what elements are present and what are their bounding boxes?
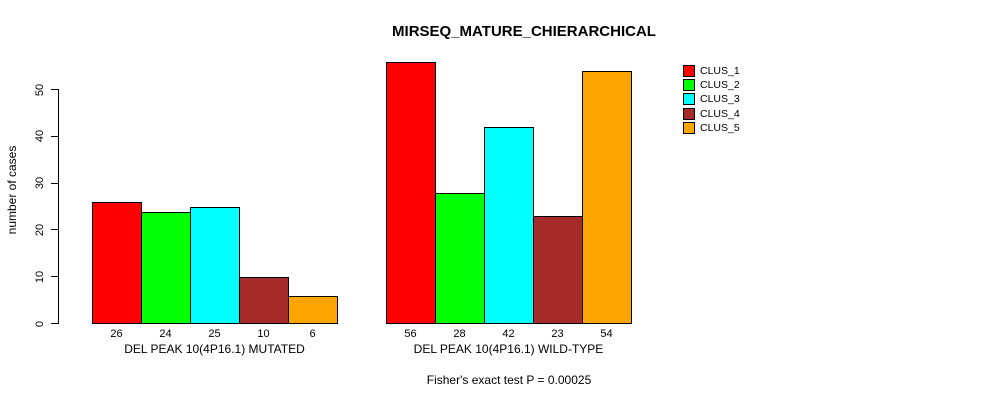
y-tick-mark bbox=[51, 182, 58, 184]
bar-clus_4-group1 bbox=[239, 277, 289, 324]
y-tick-label: 50 bbox=[34, 83, 46, 96]
bar-clus_1-group1 bbox=[92, 202, 142, 324]
bar-clus_2-group2 bbox=[435, 193, 485, 324]
bar-clus_3-group1 bbox=[190, 207, 240, 324]
bar-clus_5-group1 bbox=[288, 296, 338, 324]
stats-caption: Fisher's exact test P = 0.00025 bbox=[426, 373, 592, 387]
legend-swatch-clus_4 bbox=[683, 107, 695, 120]
bar-value-label: 26 bbox=[110, 328, 123, 340]
legend-swatch-clus_2 bbox=[683, 79, 695, 92]
legend-swatch-clus_5 bbox=[683, 121, 695, 134]
y-tick-label: 30 bbox=[34, 176, 46, 190]
chart-title: MIRSEQ_MATURE_CHIERARCHICAL bbox=[392, 23, 656, 40]
y-tick-label: 0 bbox=[34, 320, 46, 327]
legend-label-clus_2: CLUS_2 bbox=[700, 79, 740, 92]
bar-value-label: 10 bbox=[257, 328, 270, 340]
y-tick-label: 40 bbox=[34, 130, 46, 143]
y-axis-title: number of cases bbox=[5, 145, 19, 235]
y-tick-mark bbox=[51, 323, 58, 324]
legend-swatch-clus_1 bbox=[683, 65, 695, 77]
bar-value-label: 6 bbox=[309, 328, 316, 340]
bar-clus_5-group2 bbox=[582, 71, 632, 324]
bar-value-label: 54 bbox=[600, 328, 613, 340]
bar-clus_4-group2 bbox=[533, 216, 583, 324]
bar-value-label: 42 bbox=[502, 328, 515, 340]
bar-clus_2-group1 bbox=[141, 212, 191, 324]
bar-value-label: 24 bbox=[159, 328, 172, 340]
legend-label-clus_3: CLUS_3 bbox=[700, 93, 740, 106]
legend-label-clus_5: CLUS_5 bbox=[700, 121, 740, 134]
bar-value-label: 23 bbox=[551, 328, 564, 340]
y-tick-mark bbox=[51, 89, 58, 90]
legend-label-clus_4: CLUS_4 bbox=[700, 107, 740, 120]
y-tick-mark bbox=[51, 276, 58, 278]
bar-value-label: 56 bbox=[404, 328, 417, 340]
y-tick-label: 10 bbox=[34, 270, 46, 283]
group-label: DEL PEAK 10(4P16.1) WILD-TYPE bbox=[413, 342, 604, 356]
group-label: DEL PEAK 10(4P16.1) MUTATED bbox=[124, 342, 305, 356]
legend-label-clus_1: CLUS_1 bbox=[700, 65, 740, 77]
y-tick-mark bbox=[51, 135, 58, 137]
bar-clus_3-group2 bbox=[484, 127, 534, 324]
bar-value-label: 28 bbox=[453, 328, 466, 340]
y-tick-mark bbox=[51, 229, 58, 231]
bar-clus_1-group2 bbox=[386, 62, 436, 324]
legend-swatch-clus_3 bbox=[683, 93, 695, 106]
y-tick-label: 20 bbox=[34, 223, 46, 237]
y-axis-line bbox=[58, 89, 59, 324]
bar-value-label: 25 bbox=[208, 328, 221, 340]
